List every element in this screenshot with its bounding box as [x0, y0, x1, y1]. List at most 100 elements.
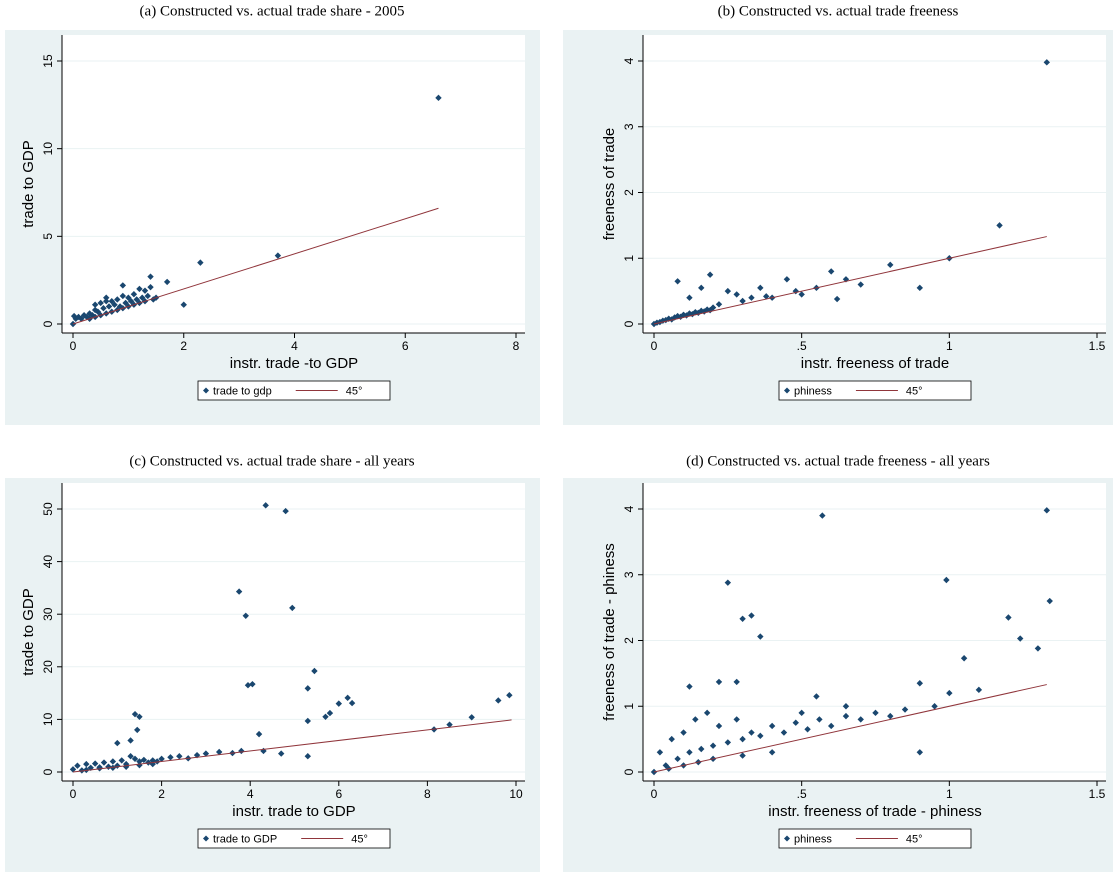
point: [739, 752, 746, 759]
legend-marker: [784, 387, 790, 394]
point: [97, 299, 104, 307]
point: [916, 749, 923, 756]
point: [842, 712, 850, 720]
point: [819, 512, 826, 519]
y-tick-label: 30: [41, 607, 55, 621]
point: [674, 312, 681, 320]
point: [114, 296, 121, 303]
x-tick-label: 0: [651, 787, 658, 801]
point: [147, 283, 154, 291]
point: [656, 318, 664, 326]
point: [180, 301, 187, 308]
point: [857, 281, 864, 288]
point: [674, 278, 681, 285]
y-tick-label: 3: [622, 571, 636, 578]
point: [111, 301, 118, 308]
point: [686, 683, 693, 690]
point: [946, 689, 953, 697]
point: [158, 755, 165, 763]
point: [335, 700, 342, 707]
point: [757, 633, 764, 640]
panel-caption: (b) Constructed vs. actual trade freenes…: [718, 3, 959, 19]
point: [446, 721, 453, 728]
point: [828, 722, 835, 730]
point: [322, 713, 329, 720]
point: [887, 712, 894, 720]
y-tick-label: 2: [622, 189, 636, 196]
point: [703, 306, 711, 313]
x-tick-label: 10: [509, 787, 523, 801]
point: [255, 730, 263, 738]
point: [724, 287, 732, 295]
point: [94, 308, 102, 315]
point: [686, 310, 693, 317]
point: [668, 735, 675, 743]
y-tick-label: 20: [41, 660, 55, 674]
point: [674, 755, 681, 763]
legend-box: [197, 380, 391, 401]
y-tick-label: 5: [41, 233, 55, 240]
point: [656, 749, 664, 756]
point: [163, 278, 171, 286]
x-tick-label: 0: [70, 787, 77, 801]
point: [304, 717, 311, 725]
y-tick-label: 4: [622, 505, 636, 512]
point: [1017, 635, 1024, 642]
point: [495, 697, 502, 704]
point: [916, 284, 923, 292]
y-tick-label: 50: [41, 502, 55, 516]
point: [289, 604, 296, 612]
point: [813, 693, 820, 700]
point: [739, 615, 746, 623]
point: [724, 739, 732, 746]
x-tick-label: 2: [158, 787, 165, 801]
point: [757, 284, 764, 292]
point: [244, 682, 252, 689]
point: [686, 749, 693, 756]
point: [91, 301, 99, 308]
legend-label: phiness: [794, 385, 832, 397]
point: [153, 758, 161, 765]
point: [662, 762, 670, 769]
x-tick-label: 4: [291, 339, 298, 353]
point: [249, 680, 256, 688]
point: [167, 754, 174, 761]
point: [304, 685, 311, 692]
point: [311, 667, 318, 675]
point: [715, 678, 723, 686]
point: [715, 722, 723, 730]
point: [748, 729, 755, 736]
point: [105, 303, 113, 310]
point: [131, 755, 139, 763]
point: [665, 315, 672, 322]
point: [960, 655, 968, 662]
point: [733, 678, 740, 686]
point: [83, 766, 90, 774]
point: [653, 319, 661, 326]
fit-line: [653, 684, 1047, 773]
point: [344, 694, 351, 702]
fit-line: [72, 719, 512, 773]
point: [780, 729, 788, 736]
point: [130, 290, 138, 298]
point: [274, 252, 282, 259]
point: [757, 732, 764, 740]
point: [83, 760, 90, 768]
point: [282, 507, 289, 515]
point: [136, 713, 143, 720]
y-tick-label: 2: [622, 637, 636, 644]
point: [119, 292, 127, 300]
point: [798, 709, 805, 717]
panel-caption: (c) Constructed vs. actual trade share -…: [129, 453, 414, 469]
point: [842, 703, 850, 710]
legend-marker: [784, 835, 790, 842]
y-tick-label: 15: [41, 54, 55, 68]
panel: (a) Constructed vs. actual trade share -…: [5, 3, 540, 425]
point: [1043, 507, 1050, 514]
point: [202, 750, 210, 757]
point: [1034, 645, 1042, 652]
point: [931, 703, 938, 710]
point: [1046, 597, 1053, 605]
point: [326, 709, 334, 717]
point: [792, 719, 799, 726]
